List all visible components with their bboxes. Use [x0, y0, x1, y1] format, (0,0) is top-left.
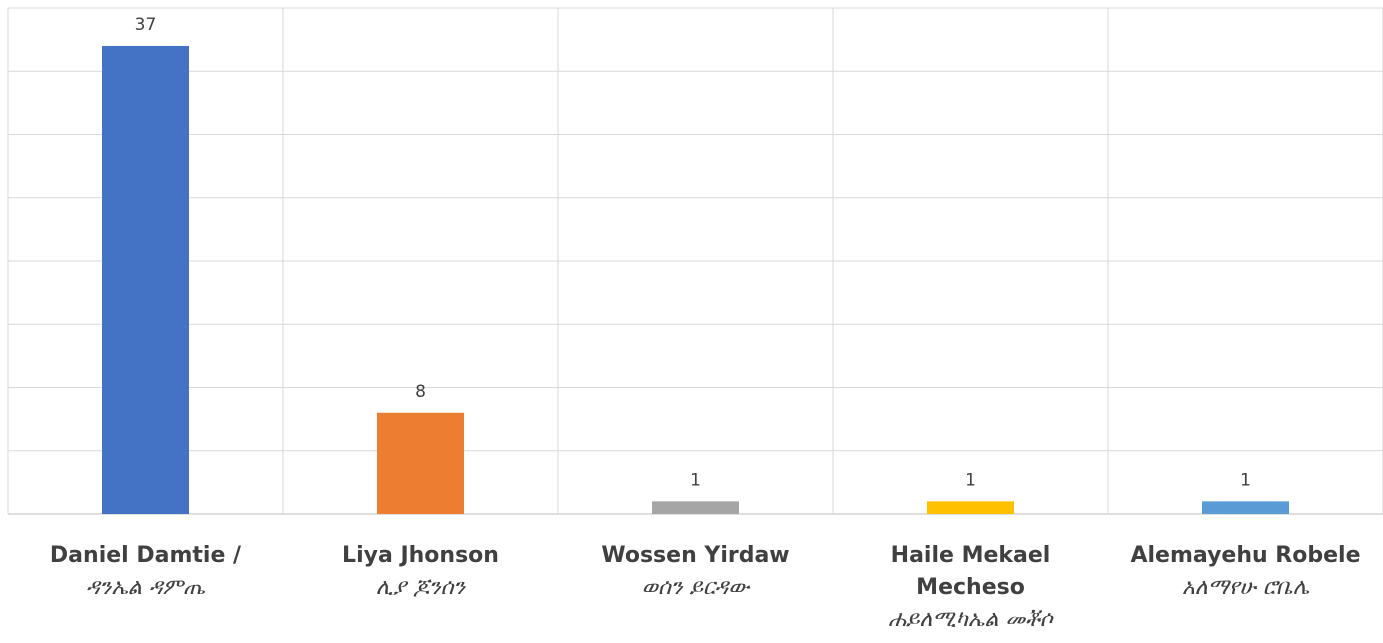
value-label: 37 [135, 15, 157, 35]
category-label: Daniel Damtie / ዳንኤል ዳምጤ [50, 543, 242, 600]
category-label: Haile Mekael Mecheso ሐይለሚካኤል መቾሶ [888, 543, 1053, 632]
bars [102, 46, 1289, 514]
bar [927, 501, 1014, 514]
value-labels: 37 8 1 1 1 [135, 15, 1251, 490]
category-labels: Daniel Damtie / ዳንኤል ዳምጤ Liya Jhonson ሊያ ጆን… [50, 543, 1361, 632]
category-label: Wossen Yirdaw ወሰን ይርዳው [601, 543, 789, 600]
value-label: 1 [1240, 470, 1251, 490]
category-label: Liya Jhonson ሊያ ጆንሰን [342, 543, 499, 600]
value-label: 1 [965, 470, 976, 490]
bar [102, 46, 189, 514]
gridlines [8, 8, 1383, 514]
value-label: 1 [690, 470, 701, 490]
bar [377, 413, 464, 514]
bar [652, 501, 739, 514]
value-label: 8 [415, 382, 426, 402]
category-label: Alemayehu Robele አለማየሁ ሮቤሌ [1130, 543, 1360, 600]
bar [1202, 501, 1289, 514]
